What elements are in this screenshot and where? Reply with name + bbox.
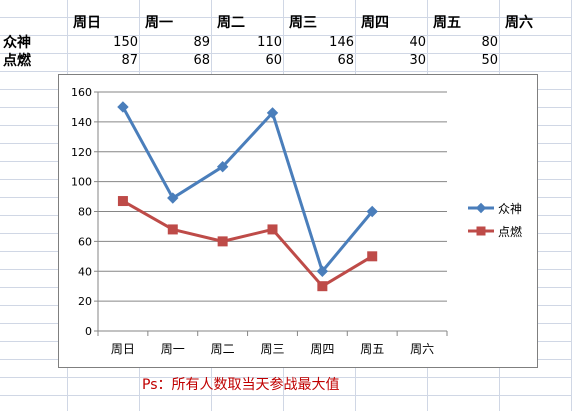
header-cell[interactable]: 周三 bbox=[289, 15, 317, 31]
data-point-marker bbox=[267, 224, 278, 235]
y-tick-label: 160 bbox=[71, 86, 92, 99]
y-tick-label: 20 bbox=[78, 295, 92, 308]
data-point-marker bbox=[117, 101, 129, 113]
row-label[interactable]: 点燃 bbox=[3, 53, 31, 69]
table-cell[interactable]: 89 bbox=[193, 35, 210, 50]
table-cell[interactable]: 30 bbox=[409, 53, 426, 68]
x-tick-label: 周六 bbox=[410, 342, 434, 356]
y-tick-label: 120 bbox=[71, 146, 92, 159]
series-line bbox=[122, 199, 373, 288]
table-cell[interactable]: 150 bbox=[113, 35, 138, 50]
data-point-marker bbox=[476, 226, 486, 236]
y-tick-label: 80 bbox=[78, 206, 92, 219]
data-point-marker bbox=[316, 265, 329, 277]
data-point-marker bbox=[317, 281, 328, 292]
y-tick-label: 60 bbox=[78, 235, 92, 248]
data-point-marker bbox=[217, 236, 228, 247]
row-label[interactable]: 众神 bbox=[3, 35, 31, 51]
x-tick-label: 周日 bbox=[111, 342, 135, 356]
line-chart[interactable]: 0 20 40 60 80 100 120 140 160 周日 周一 周二 周三 周四 周五 周六 众神点燃 bbox=[58, 74, 538, 368]
y-tick-label: 140 bbox=[71, 116, 92, 129]
y-tick-label: 0 bbox=[85, 325, 92, 338]
table-cell[interactable]: 68 bbox=[193, 53, 210, 68]
legend-label: 众神 bbox=[498, 202, 522, 216]
legend-label: 点燃 bbox=[498, 224, 522, 239]
table-row: 众神 150 89 110 146 40 80 bbox=[0, 34, 572, 52]
footnote-text: Ps：所有人数取当天参战最大值 bbox=[142, 377, 340, 393]
data-point-marker bbox=[266, 107, 279, 119]
table-cell[interactable]: 50 bbox=[481, 53, 498, 68]
y-tick-label: 40 bbox=[78, 265, 92, 278]
table-cell[interactable]: 60 bbox=[265, 53, 282, 68]
table-header-row: 周日 周一 周二 周三 周四 周五 周六 bbox=[0, 14, 572, 32]
header-cell[interactable]: 周日 bbox=[73, 15, 101, 31]
header-cell[interactable]: 周一 bbox=[145, 15, 173, 31]
data-point-marker bbox=[475, 202, 487, 214]
x-tick-label: 周二 bbox=[211, 342, 235, 356]
data-point-marker bbox=[216, 160, 229, 173]
series-line bbox=[121, 106, 374, 273]
data-point-marker bbox=[117, 196, 128, 207]
table-cell[interactable]: 68 bbox=[337, 53, 354, 68]
header-cell[interactable]: 周六 bbox=[505, 15, 533, 31]
table-cell[interactable]: 80 bbox=[481, 35, 498, 50]
data-point-marker bbox=[366, 205, 378, 218]
header-cell[interactable]: 周二 bbox=[217, 15, 245, 31]
data-point-marker bbox=[167, 224, 178, 235]
table-cell[interactable]: 110 bbox=[257, 35, 282, 50]
header-cell[interactable]: 周五 bbox=[433, 15, 461, 31]
x-tick-label: 周一 bbox=[161, 342, 185, 356]
x-tick-label: 周三 bbox=[260, 342, 284, 356]
y-tick-label: 100 bbox=[71, 176, 92, 189]
header-cell[interactable]: 周四 bbox=[361, 15, 389, 31]
data-point-marker bbox=[367, 251, 378, 262]
x-tick-label: 周四 bbox=[310, 342, 334, 356]
table-cell[interactable]: 87 bbox=[121, 53, 138, 68]
table-cell[interactable]: 146 bbox=[329, 35, 354, 50]
x-tick-label: 周五 bbox=[360, 342, 384, 356]
table-row: 点燃 87 68 60 68 30 50 bbox=[0, 52, 572, 70]
data-point-marker bbox=[167, 192, 179, 204]
table-cell[interactable]: 40 bbox=[409, 35, 426, 50]
